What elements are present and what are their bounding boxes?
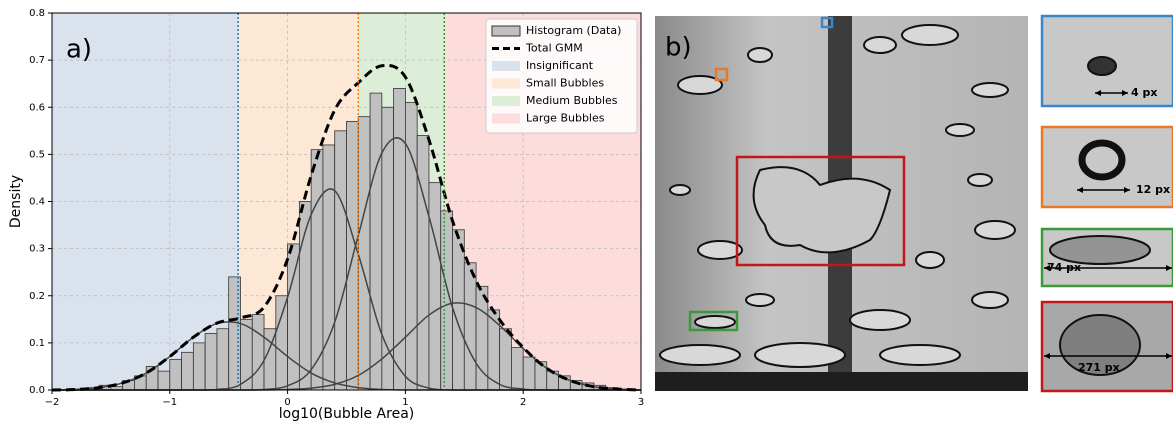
bar <box>534 361 548 391</box>
bubbles <box>659 24 1016 368</box>
bar <box>393 88 406 391</box>
inset-image <box>1040 227 1173 288</box>
legend: Histogram (Data) Total GMM Insignificant Sm… <box>485 18 638 134</box>
y-tick-label: 0.2 <box>29 291 45 302</box>
bar <box>463 262 477 391</box>
inset-bubble <box>1049 235 1151 265</box>
legend-label: Large Bubbles <box>526 112 605 125</box>
bar <box>169 358 182 391</box>
bar <box>511 347 524 391</box>
y-tick-label: 0.6 <box>29 102 45 113</box>
bar <box>369 92 383 391</box>
legend-box <box>485 18 638 134</box>
x-tick-label: 2 <box>520 397 526 408</box>
bar <box>334 130 347 391</box>
histogram-chart: 0.0 0.1 0.2 0.3 0.4 0.5 0.6 0.7 0.8 −2 −1 0 1 2 3 log10… <box>8 8 644 422</box>
arrow-head <box>1077 187 1130 193</box>
x-tick-label: 1 <box>402 397 408 408</box>
bar <box>192 342 206 391</box>
bar <box>287 243 300 391</box>
bar <box>322 144 336 391</box>
bar <box>452 229 465 391</box>
legend-label: Small Bubbles <box>526 77 604 90</box>
inset-bubble <box>1078 139 1126 181</box>
panel-label: a) <box>66 35 92 65</box>
y-tick-label: 0.4 <box>29 197 45 208</box>
inset-bubble <box>1087 56 1117 76</box>
y-tick-label: 0.8 <box>29 8 45 19</box>
legend-swatch <box>491 25 521 37</box>
x-tick-label: 0 <box>284 397 290 408</box>
y-tick-label: 0.5 <box>29 149 45 160</box>
x-tick-label: −1 <box>162 397 177 408</box>
inset-image <box>1040 300 1173 393</box>
y-tick-label: 0.0 <box>29 385 45 396</box>
scale-label: 271 px <box>1078 361 1120 374</box>
bar <box>416 135 430 391</box>
y-axis-label: Density <box>8 175 24 228</box>
curve <box>51 63 642 392</box>
bar <box>251 314 265 391</box>
bar <box>522 356 536 391</box>
y-tick-label: 0.1 <box>29 338 45 349</box>
legend-label: Total GMM <box>525 42 583 55</box>
bar <box>181 351 194 391</box>
scale-label: 12 px <box>1136 183 1170 196</box>
legend-label: Histogram (Data) <box>526 24 621 37</box>
x-axis-label: log10(Bubble Area) <box>279 406 415 422</box>
legend-label: Insignificant <box>526 59 594 72</box>
bar <box>157 370 171 391</box>
inset-bubble <box>1059 314 1141 376</box>
y-tick-label: 0.3 <box>29 244 45 255</box>
bar <box>216 328 230 391</box>
bar <box>499 328 512 391</box>
y-tick-label: 0.7 <box>29 55 45 66</box>
scale-label: 74 px <box>1047 261 1081 274</box>
x-tick-label: −2 <box>45 397 60 408</box>
legend-swatch <box>492 113 520 124</box>
highlight-boxes <box>688 16 906 332</box>
bar <box>275 295 289 391</box>
bar <box>357 116 371 391</box>
legend-swatch <box>492 78 520 89</box>
legend-swatch <box>492 96 520 106</box>
panel-label: b) <box>665 33 692 63</box>
bar <box>240 318 253 391</box>
scale-label: 4 px <box>1131 86 1157 99</box>
bar <box>204 333 218 391</box>
photo-bottom <box>655 372 1028 391</box>
legend-swatch <box>492 61 520 71</box>
bar <box>428 182 442 391</box>
legend-label: Medium Bubbles <box>526 94 618 107</box>
photo-panel: b) <box>655 16 1028 391</box>
x-tick-label: 3 <box>638 397 644 408</box>
insets: 4 px 12 px 74 px 271 px <box>1040 14 1173 393</box>
